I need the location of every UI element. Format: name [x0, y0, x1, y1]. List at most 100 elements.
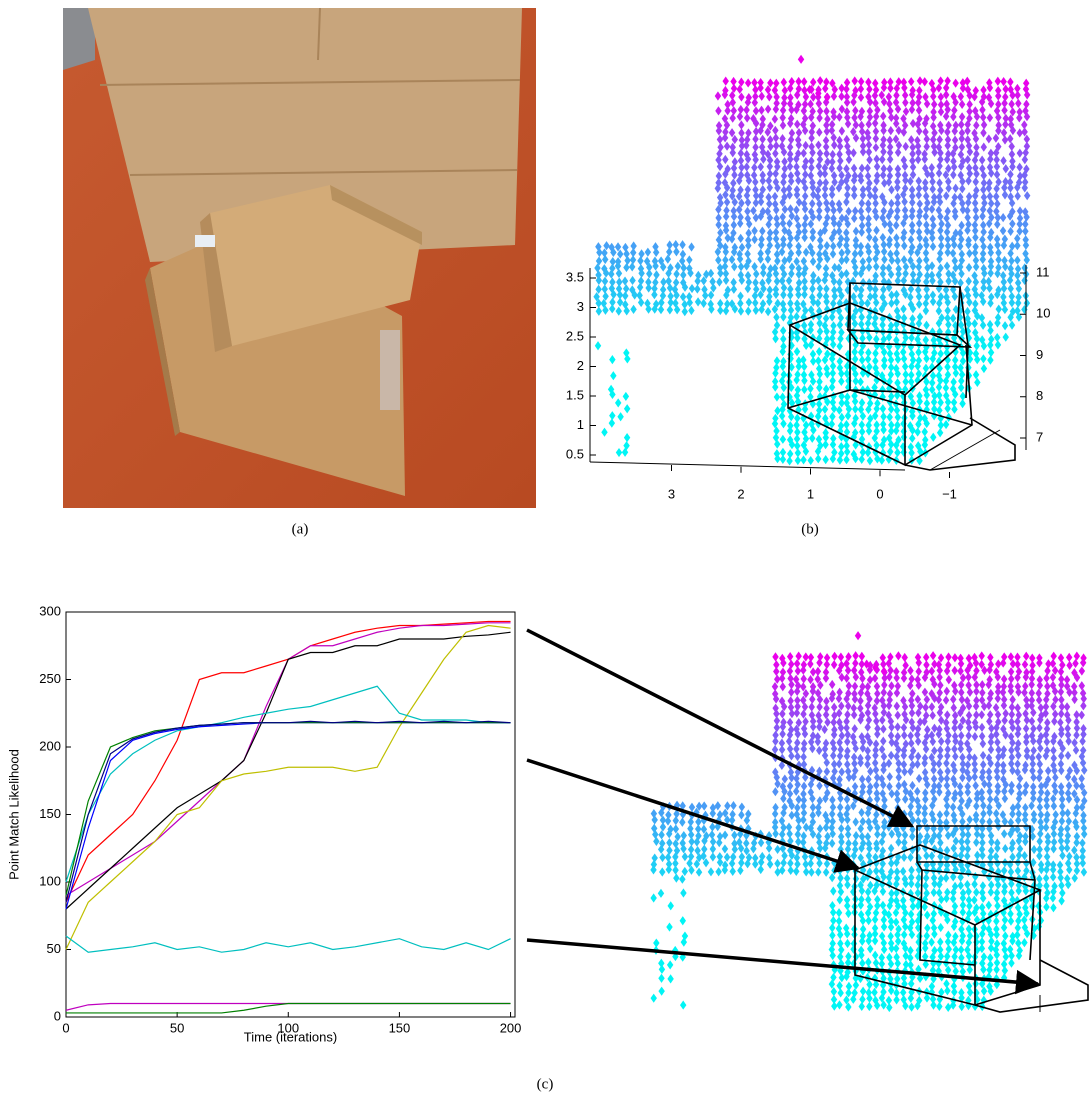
point	[1001, 787, 1007, 796]
point	[1030, 746, 1036, 755]
point	[1044, 801, 1050, 810]
point	[1009, 162, 1015, 171]
point	[787, 781, 793, 790]
point	[823, 149, 829, 158]
point	[895, 413, 901, 422]
point	[743, 162, 749, 171]
point	[772, 787, 778, 796]
point	[974, 341, 980, 350]
point	[950, 803, 956, 812]
point	[1059, 851, 1065, 860]
point	[1043, 823, 1049, 832]
point	[850, 148, 856, 157]
point	[958, 925, 964, 934]
point	[1014, 930, 1020, 939]
point	[887, 84, 893, 93]
point	[844, 901, 850, 910]
point	[914, 787, 920, 796]
point	[901, 930, 907, 939]
point	[830, 340, 836, 349]
point	[653, 248, 659, 257]
point	[887, 106, 893, 115]
point	[1000, 226, 1006, 235]
point	[901, 241, 907, 250]
point	[995, 694, 1001, 703]
point	[844, 190, 850, 199]
point	[773, 667, 779, 676]
point	[930, 221, 936, 230]
point	[980, 801, 986, 810]
point	[823, 868, 829, 877]
point	[959, 773, 965, 782]
point	[945, 1003, 951, 1012]
point	[1015, 923, 1021, 932]
point	[937, 226, 943, 235]
point	[936, 759, 942, 768]
point	[793, 205, 799, 214]
point	[723, 212, 729, 221]
point	[795, 830, 801, 839]
point	[829, 312, 835, 321]
point	[793, 312, 799, 321]
point	[772, 652, 778, 661]
point	[680, 292, 686, 301]
point	[903, 142, 909, 151]
point	[1037, 803, 1043, 812]
point	[972, 199, 978, 208]
point	[936, 831, 942, 840]
point	[966, 981, 972, 990]
point	[651, 290, 657, 299]
point	[831, 1002, 837, 1011]
point	[858, 207, 864, 216]
point	[843, 85, 849, 94]
point	[1001, 298, 1007, 307]
point	[937, 428, 943, 437]
y-tick-label: 3.5	[566, 269, 584, 284]
point	[930, 297, 936, 306]
point	[901, 810, 907, 819]
point	[837, 866, 843, 875]
point	[1078, 710, 1084, 719]
point	[916, 106, 922, 115]
point	[867, 191, 873, 200]
x-tick-label: 2	[737, 486, 744, 501]
point	[659, 965, 665, 974]
point	[957, 228, 963, 237]
point	[1036, 773, 1042, 782]
point	[794, 752, 800, 761]
point	[823, 674, 829, 683]
point	[965, 844, 971, 853]
point	[994, 170, 1000, 179]
point	[945, 831, 951, 840]
point	[960, 84, 966, 93]
point	[916, 219, 922, 228]
point	[867, 113, 873, 122]
point	[894, 241, 900, 250]
point	[946, 675, 952, 684]
point	[808, 868, 814, 877]
point	[794, 441, 800, 450]
point	[1037, 760, 1043, 769]
point	[731, 106, 737, 115]
point	[987, 653, 993, 662]
point	[1014, 759, 1020, 768]
point	[895, 838, 901, 847]
point	[865, 957, 871, 966]
point	[901, 780, 907, 789]
point	[1051, 829, 1057, 838]
point	[888, 299, 894, 308]
point	[909, 781, 915, 790]
point	[966, 249, 972, 258]
point	[872, 758, 878, 767]
point	[944, 751, 950, 760]
point	[967, 965, 973, 974]
point	[623, 249, 629, 258]
point	[893, 249, 899, 258]
point	[602, 277, 608, 286]
point	[915, 155, 921, 164]
point	[688, 852, 694, 861]
point	[765, 220, 771, 229]
point	[993, 730, 999, 739]
point	[830, 908, 836, 917]
point	[973, 121, 979, 130]
